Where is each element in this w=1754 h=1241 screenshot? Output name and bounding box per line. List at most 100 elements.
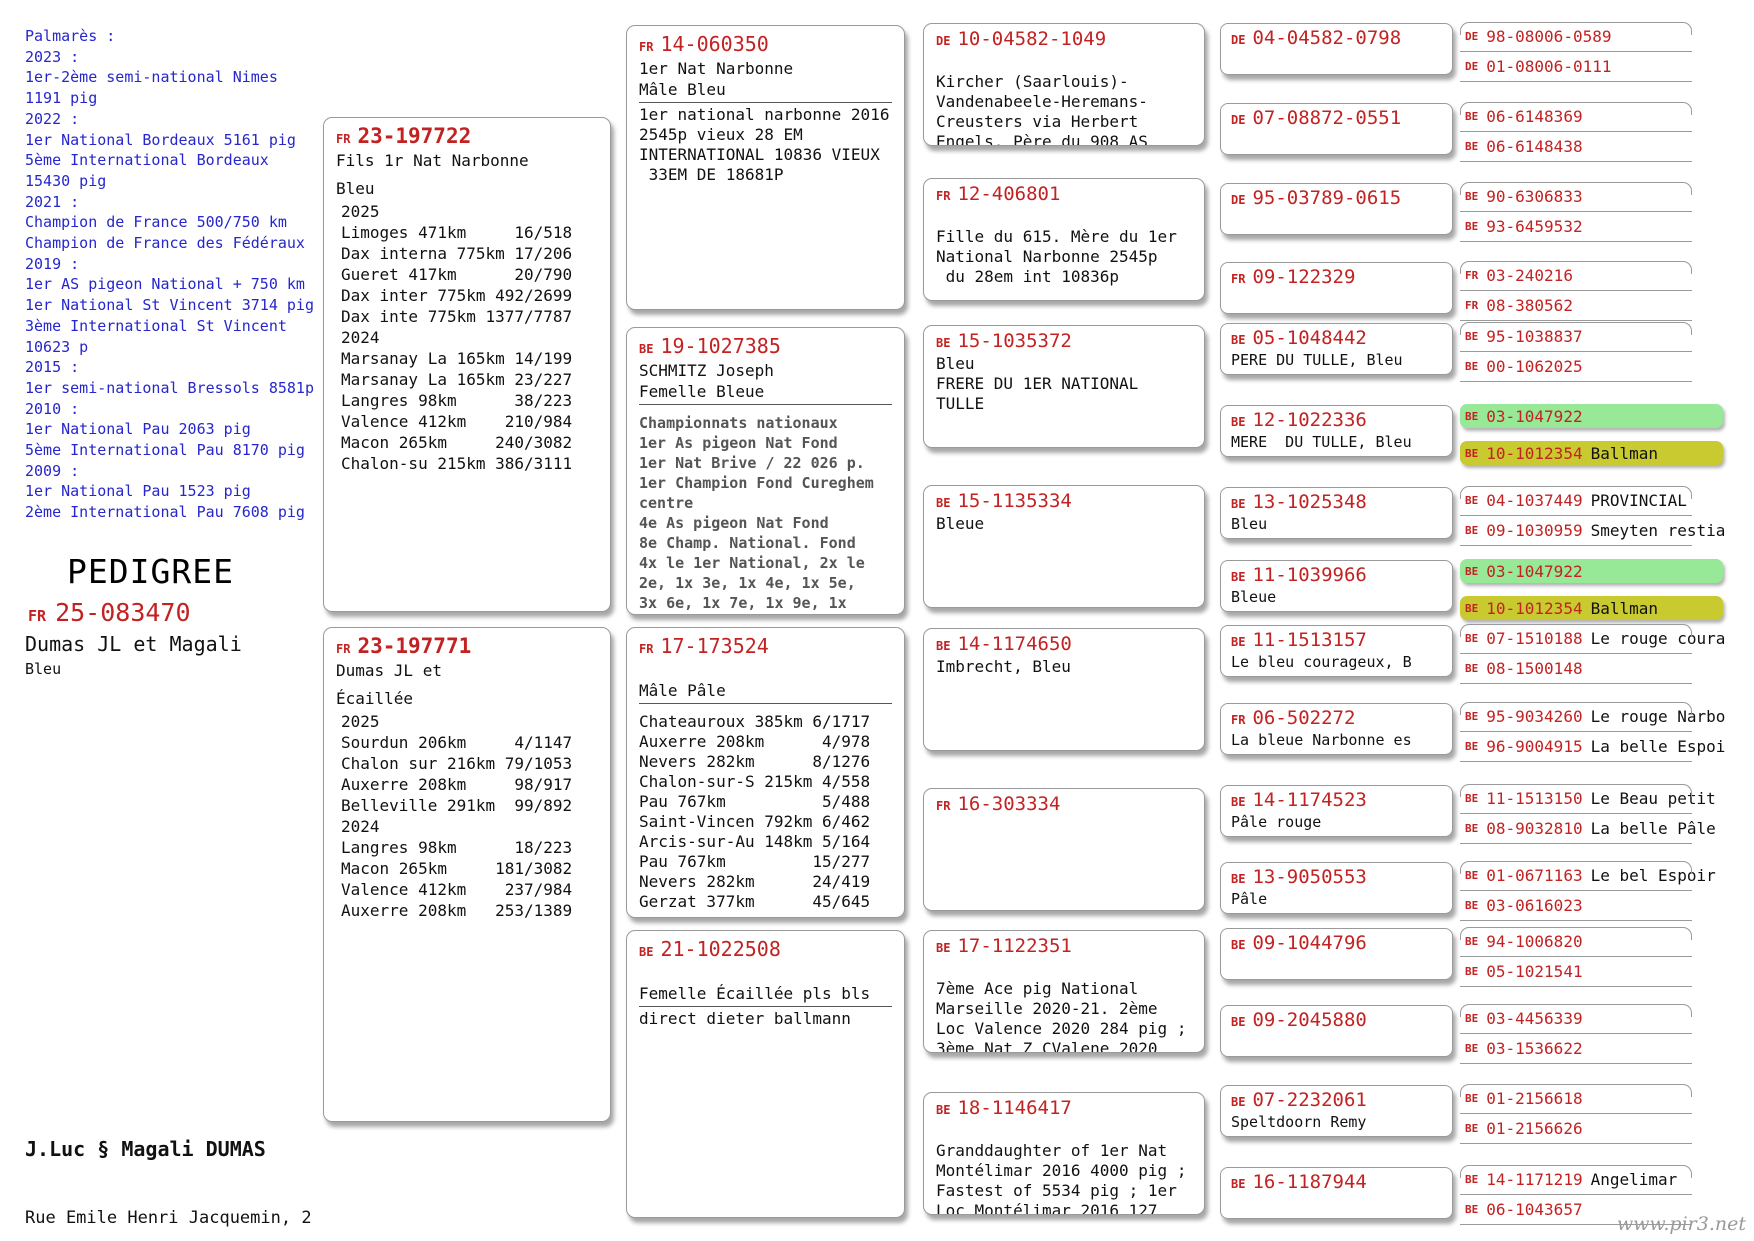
ring-number: 05-1048442 <box>1252 327 1367 349</box>
country-code: BE <box>936 1103 951 1117</box>
gen5-entry: BE 11-1513150 Le Beau petit <box>1460 784 1716 814</box>
box-gen4-7: BE 13-1025348 Bleu <box>1220 487 1453 539</box>
pigeon-name: Speltdoorn Remy <box>1231 1113 1367 1131</box>
country-code: BE <box>1465 330 1479 343</box>
box-gen4-8: BE 11-1039966 Bleue <box>1220 560 1453 612</box>
country-code: FR <box>336 132 351 146</box>
box-gen2-2: BE 19-1027385 SCHMITZ Joseph Femelle Ble… <box>626 327 905 615</box>
gen5-entry: BE 95-1038837 <box>1460 322 1692 352</box>
box-gen4-16: BE 16-1187944 <box>1220 1167 1453 1219</box>
sex-color-line: Femelle Écaillée pls bls <box>639 983 892 1007</box>
box-gen4-2: DE 07-08872-0551 <box>1220 103 1453 155</box>
country-code: BE <box>1465 965 1479 978</box>
country-code: BE <box>1465 792 1479 805</box>
country-code: DE <box>1465 60 1479 73</box>
country-code: DE <box>1231 33 1246 47</box>
ring-number: 08-1500148 <box>1486 659 1583 678</box>
country-code: BE <box>1465 1122 1479 1135</box>
pigeon-name: Le bel Espoir <box>1590 866 1716 885</box>
race-results: 2025 Limoges 471km 16/518 Dax interna 77… <box>341 202 573 473</box>
ring-number: 15-1135334 <box>957 490 1072 512</box>
ring-number: 14-060350 <box>660 32 769 56</box>
ring-number: 10-1012354 <box>1486 443 1583 463</box>
country-code: FR <box>1231 272 1246 286</box>
description: Fille du 615. Mère du 1er National Narbo… <box>936 227 1177 286</box>
country-code: FR <box>936 189 951 203</box>
ring-number: 15-1035372 <box>957 330 1072 352</box>
gen5-entry: BE 90-6306833 <box>1460 182 1692 212</box>
ring-number: 23-197771 <box>357 634 472 658</box>
pigeon-name: MERE DU TULLE, Bleu <box>1231 433 1412 451</box>
description: Kircher (Saarlouis)- Vandenabeele-Herema… <box>936 72 1148 146</box>
ring-number: 01-08006-0111 <box>1486 57 1612 76</box>
country-code: BE <box>639 342 654 356</box>
subject-color: Bleu <box>25 660 62 678</box>
spacer <box>639 660 892 680</box>
ring-number: 00-1062025 <box>1486 357 1583 376</box>
ring-number: 21-1022508 <box>660 937 781 961</box>
country-code: BE <box>1465 110 1479 123</box>
ring-header: FR 14-060350 <box>639 32 892 56</box>
country-code: BE <box>1231 872 1246 886</box>
gen5-entry: BE 01-0671163 Le bel Espoir <box>1460 861 1716 891</box>
gen5-entry: BE 08-9032810 La belle Pâle <box>1460 814 1716 844</box>
description: 7ème Ace pig National Marseille 2020-21.… <box>936 979 1187 1053</box>
ring-number: 01-2156626 <box>1486 1119 1583 1138</box>
country-code: FR <box>936 799 951 813</box>
box-gen3-1: DE 10-04582-1049 Kircher (Saarlouis)- Van… <box>923 23 1205 146</box>
ring-number: 11-1513157 <box>1252 629 1367 651</box>
country-code: DE <box>1465 30 1479 43</box>
pair-gen5-12: BE 01-0671163 Le bel Espoir BE 03-0616023 <box>1460 861 1716 921</box>
owner-name: J.Luc § Magali DUMAS <box>25 1137 266 1161</box>
country-code: BE <box>1465 564 1479 578</box>
ring-number: 16-303334 <box>957 793 1061 815</box>
gen5-entry: BE 08-1500148 <box>1460 654 1692 684</box>
ring-number: 17-1122351 <box>957 935 1072 957</box>
ring-number: 03-4456339 <box>1486 1009 1583 1028</box>
country-code: DE <box>1231 113 1246 127</box>
pair-gen5-14: BE 03-4456339 BE 03-1536622 <box>1460 1004 1692 1064</box>
country-code: BE <box>1465 822 1479 835</box>
country-code: BE <box>1465 1173 1479 1186</box>
country-code: BE <box>1231 1095 1246 1109</box>
gen5-entry-highlight-yellow: BE 10-1012354 Ballman <box>1460 441 1723 465</box>
pigeon-name: Ballman <box>1590 598 1659 618</box>
ring-number: 07-1510188 <box>1486 629 1583 648</box>
ring-header: FR 23-197771 <box>336 634 598 658</box>
ring-number: 10-04582-1049 <box>957 28 1107 50</box>
gen5-entry: BE 00-1062025 <box>1460 352 1692 382</box>
country-code: BE <box>1231 1177 1246 1191</box>
pigeon-name: Le rouge Narbo <box>1590 707 1726 726</box>
country-code: BE <box>1465 632 1479 645</box>
country-code: DE <box>1231 193 1246 207</box>
pair-gen5-9: BE 07-1510188 Le rouge coura BE 08-1500148 <box>1460 624 1725 684</box>
subject-country-code: FR <box>28 607 47 625</box>
pair-gen5-4: FR 03-240216 FR 08-380562 <box>1460 261 1692 321</box>
pigeon-name: Smeyten restia <box>1590 521 1726 540</box>
gen5-entry: FR 08-380562 <box>1460 291 1692 321</box>
ring-number: 98-08006-0589 <box>1486 27 1612 46</box>
country-code: BE <box>1465 360 1479 373</box>
gen5-entry: BE 07-1510188 Le rouge coura <box>1460 624 1725 654</box>
box-gen3-2: FR 12-406801 Fille du 615. Mère du 1er Na… <box>923 178 1205 301</box>
ring-number: 13-1025348 <box>1252 491 1367 513</box>
pigeon-name: Bleu <box>1231 515 1268 533</box>
pigeon-name: La bleue Narbonne es <box>1231 731 1412 749</box>
box-gen4-6: BE 12-1022336 MERE DU TULLE, Bleu <box>1220 405 1453 457</box>
box-gen4-11: BE 14-1174523 Pâle rouge <box>1220 785 1453 837</box>
ring-header: BE 21-1022508 <box>639 937 892 961</box>
box-gen3-6: FR 16-303334 <box>923 788 1205 911</box>
pigeon-name: PROVINCIAL <box>1590 491 1687 510</box>
gen5-entry: BE 06-6148369 <box>1460 102 1692 132</box>
country-code: BE <box>1465 1012 1479 1025</box>
gen5-entry: BE 94-1006820 <box>1460 927 1692 957</box>
gen5-entry: DE 98-08006-0589 <box>1460 22 1692 52</box>
ring-number: 01-0671163 <box>1486 866 1583 885</box>
breeder-name: SCHMITZ Joseph <box>639 361 774 380</box>
pair-gen5-3: BE 90-6306833 BE 93-6459532 <box>1460 182 1692 242</box>
country-code: BE <box>1231 333 1246 347</box>
pigeon-name: Le bleu courageux, B <box>1231 653 1412 671</box>
pigeon-name: PERE DU TULLE, Bleu <box>1231 351 1403 369</box>
pigeon-line: 1er Nat Narbonne <box>639 59 794 78</box>
pair-gen5-1: DE 98-08006-0589 DE 01-08006-0111 <box>1460 22 1692 82</box>
